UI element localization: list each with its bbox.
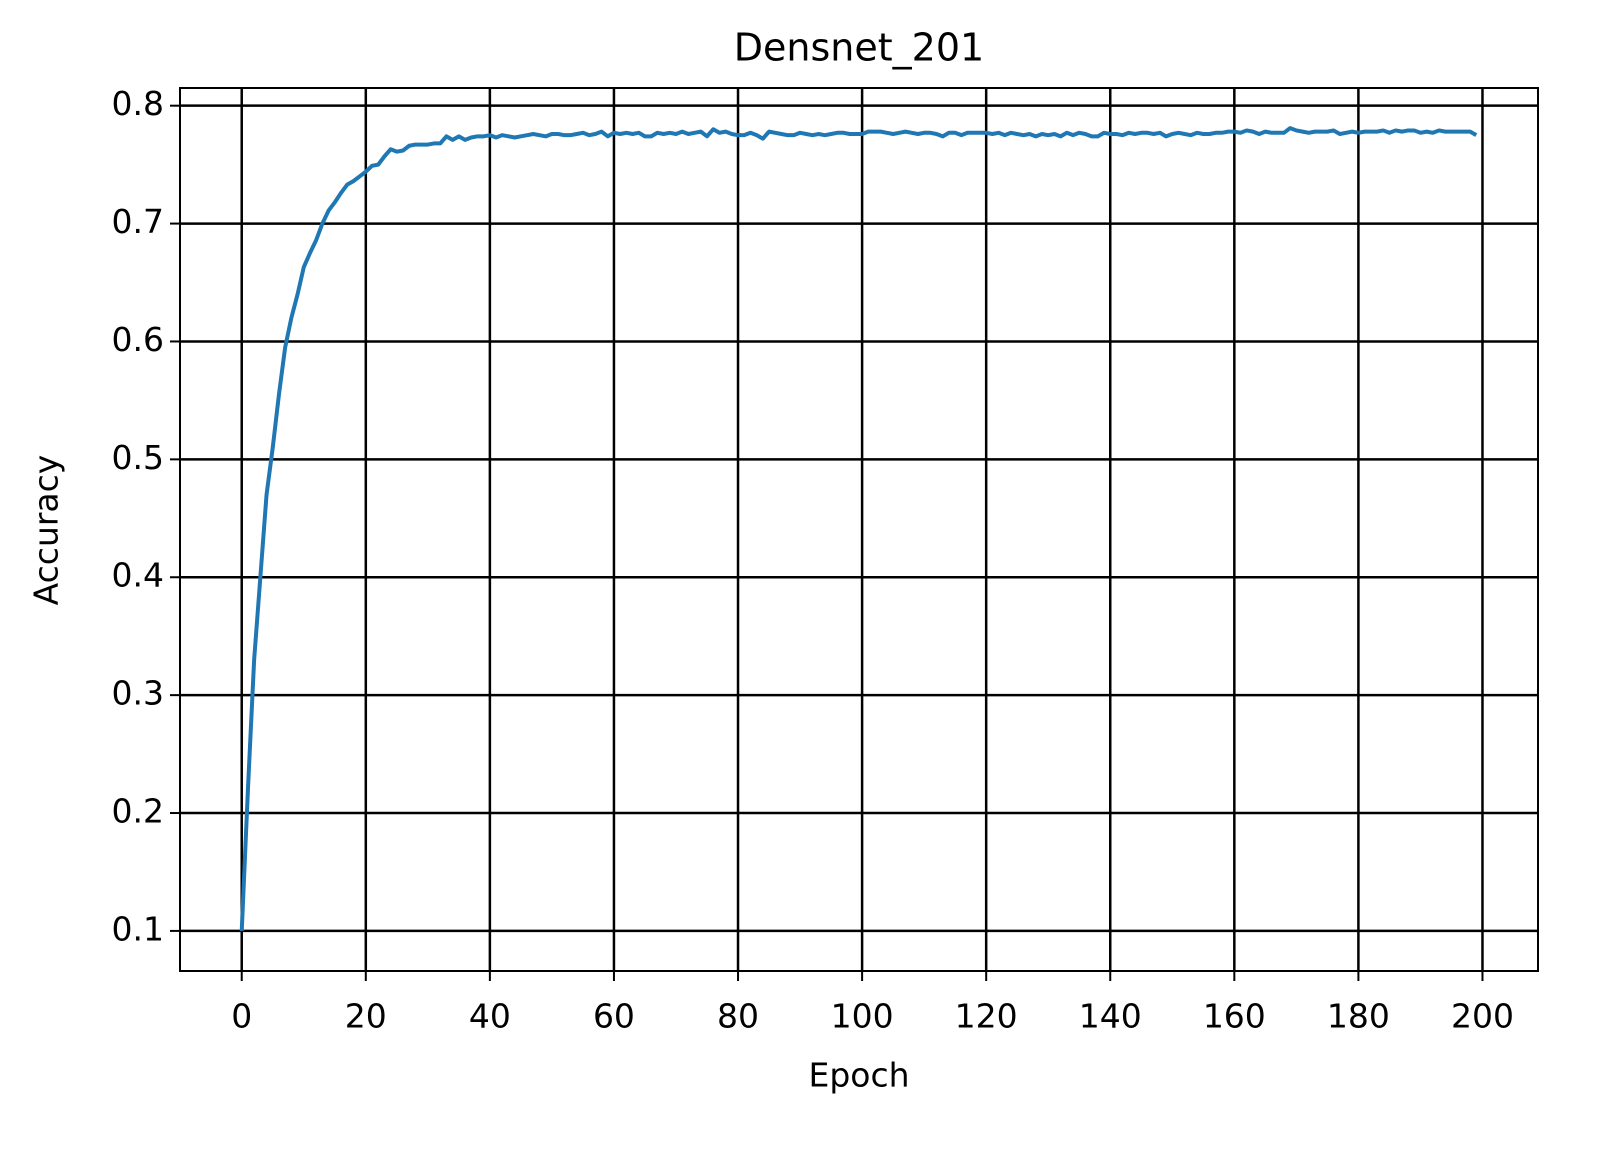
- y-axis-label: Accuracy: [27, 455, 66, 606]
- x-tick-label: 20: [345, 997, 387, 1036]
- x-tick-label: 180: [1327, 997, 1390, 1036]
- x-tick-label: 200: [1451, 997, 1514, 1036]
- y-tick-label: 0.7: [112, 202, 164, 241]
- x-axis-label: Epoch: [808, 1056, 909, 1095]
- y-tick-label: 0.4: [112, 556, 164, 595]
- x-tick-label: 100: [831, 997, 894, 1036]
- y-tick-label: 0.8: [112, 84, 164, 123]
- data-line: [239, 126, 1478, 932]
- y-tick-label: 0.1: [112, 909, 164, 948]
- plot-frame: [179, 87, 1539, 972]
- x-tick-label: 120: [955, 997, 1018, 1036]
- y-tick-label: 0.6: [112, 320, 164, 359]
- x-tick-label: 0: [231, 997, 252, 1036]
- x-tick-label: 140: [1079, 997, 1142, 1036]
- y-tick-label: 0.5: [112, 438, 164, 477]
- y-tick-label: 0.2: [112, 792, 164, 831]
- chart-title: Densnet_201: [734, 26, 984, 70]
- y-tick-label: 0.3: [112, 674, 164, 713]
- x-tick-label: 80: [717, 997, 759, 1036]
- x-tick-label: 40: [469, 997, 511, 1036]
- x-tick-label: 160: [1203, 997, 1266, 1036]
- x-tick-label: 60: [593, 997, 635, 1036]
